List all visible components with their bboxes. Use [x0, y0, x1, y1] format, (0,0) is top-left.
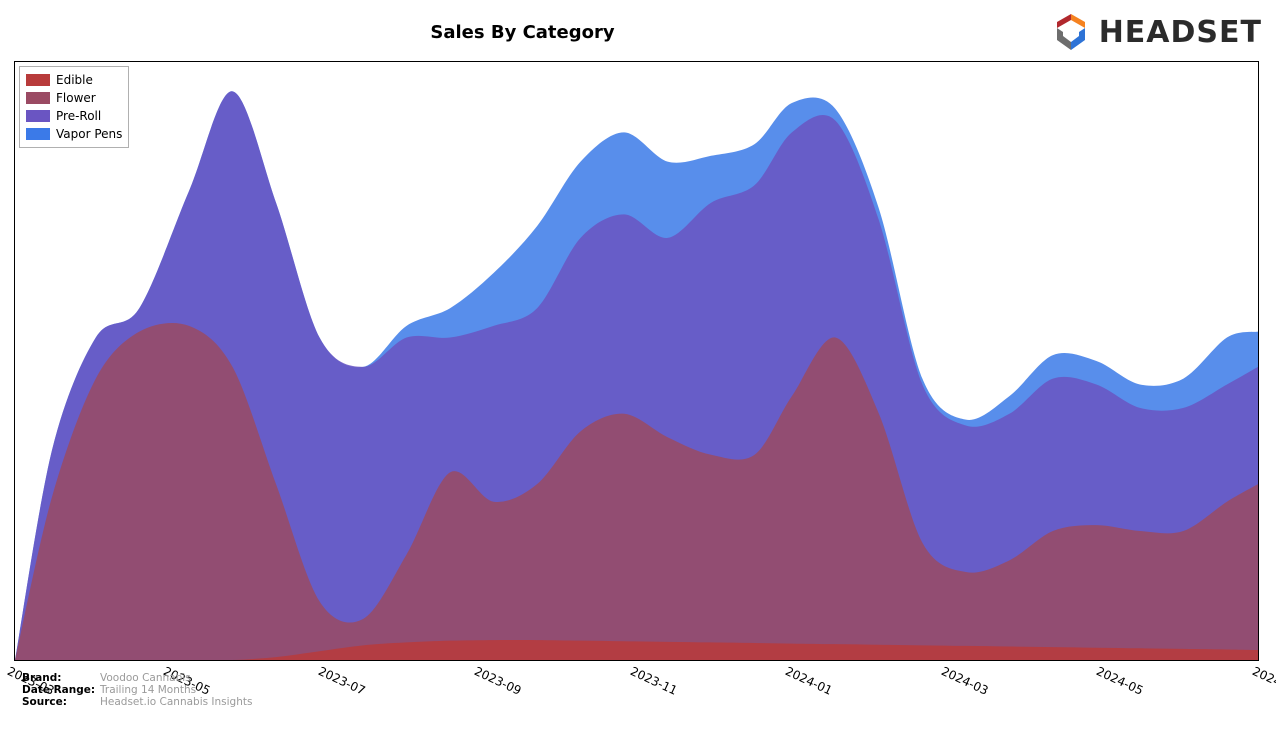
- meta-range-label: Date Range:: [22, 684, 100, 696]
- chart-metadata: Brand:Voodoo Cannabis Date Range:Trailin…: [22, 672, 252, 708]
- area-chart-svg: [15, 62, 1258, 660]
- legend-item: Flower: [26, 89, 122, 107]
- x-tick-label: 2023-07: [316, 664, 367, 698]
- meta-source-value: Headset.io Cannabis Insights: [100, 696, 252, 708]
- legend-swatch: [26, 92, 50, 104]
- meta-brand-value: Voodoo Cannabis: [100, 672, 191, 684]
- meta-brand-label: Brand:: [22, 672, 100, 684]
- legend-label: Flower: [56, 89, 96, 107]
- legend: EdibleFlowerPre-RollVapor Pens: [19, 66, 129, 148]
- legend-swatch: [26, 110, 50, 122]
- x-tick-label: 2024-01: [783, 664, 834, 698]
- legend-label: Edible: [56, 71, 93, 89]
- meta-range-value: Trailing 14 Months: [100, 684, 196, 696]
- chart-title: Sales By Category: [0, 22, 1045, 43]
- meta-source-label: Source:: [22, 696, 100, 708]
- legend-item: Vapor Pens: [26, 125, 122, 143]
- legend-swatch: [26, 74, 50, 86]
- chart-plot-area: EdibleFlowerPre-RollVapor Pens 2023-0320…: [14, 61, 1259, 661]
- headset-logo-text: HEADSET: [1099, 15, 1262, 50]
- legend-label: Pre-Roll: [56, 107, 101, 125]
- legend-swatch: [26, 128, 50, 140]
- legend-item: Pre-Roll: [26, 107, 122, 125]
- headset-logo-icon: [1049, 10, 1093, 54]
- x-tick-label: 2023-09: [472, 664, 523, 698]
- legend-item: Edible: [26, 71, 122, 89]
- headset-logo: HEADSET: [1049, 10, 1262, 54]
- x-tick-label: 2024-03: [939, 664, 990, 698]
- x-tick-label: 2024-07: [1250, 664, 1276, 698]
- x-tick-label: 2024-05: [1094, 664, 1145, 698]
- x-tick-label: 2023-11: [628, 664, 679, 698]
- legend-label: Vapor Pens: [56, 125, 122, 143]
